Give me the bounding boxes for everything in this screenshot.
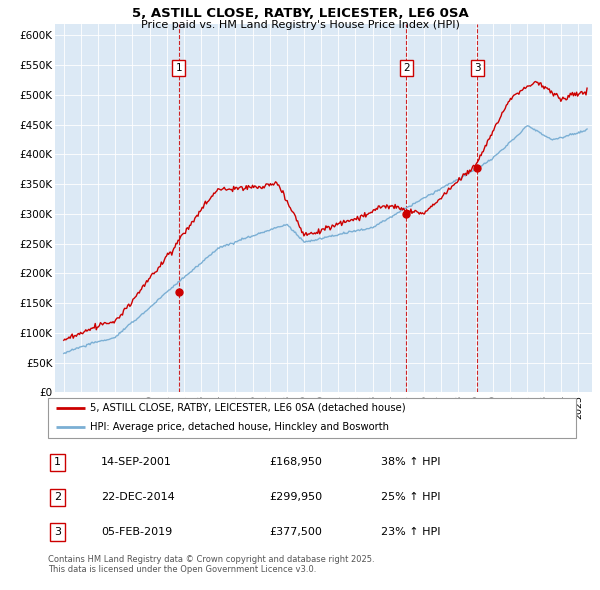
Text: Price paid vs. HM Land Registry's House Price Index (HPI): Price paid vs. HM Land Registry's House … — [140, 20, 460, 30]
Text: 23% ↑ HPI: 23% ↑ HPI — [380, 527, 440, 537]
Text: 5, ASTILL CLOSE, RATBY, LEICESTER, LE6 0SA (detached house): 5, ASTILL CLOSE, RATBY, LEICESTER, LE6 0… — [90, 403, 406, 412]
Text: 05-FEB-2019: 05-FEB-2019 — [101, 527, 172, 537]
Text: 22-DEC-2014: 22-DEC-2014 — [101, 492, 175, 502]
Text: 14-SEP-2001: 14-SEP-2001 — [101, 457, 172, 467]
Text: HPI: Average price, detached house, Hinckley and Bosworth: HPI: Average price, detached house, Hinc… — [90, 421, 389, 431]
Text: £377,500: £377,500 — [270, 527, 323, 537]
Text: 2: 2 — [403, 63, 410, 73]
Text: £299,950: £299,950 — [270, 492, 323, 502]
Text: 1: 1 — [54, 457, 61, 467]
Text: Contains HM Land Registry data © Crown copyright and database right 2025.
This d: Contains HM Land Registry data © Crown c… — [48, 555, 374, 574]
Text: 38% ↑ HPI: 38% ↑ HPI — [380, 457, 440, 467]
FancyBboxPatch shape — [48, 398, 576, 438]
Text: 3: 3 — [474, 63, 481, 73]
Text: 2: 2 — [54, 492, 61, 502]
Text: 25% ↑ HPI: 25% ↑ HPI — [380, 492, 440, 502]
Text: 1: 1 — [176, 63, 182, 73]
Text: £168,950: £168,950 — [270, 457, 323, 467]
Text: 5, ASTILL CLOSE, RATBY, LEICESTER, LE6 0SA: 5, ASTILL CLOSE, RATBY, LEICESTER, LE6 0… — [131, 7, 469, 20]
Text: 3: 3 — [54, 527, 61, 537]
